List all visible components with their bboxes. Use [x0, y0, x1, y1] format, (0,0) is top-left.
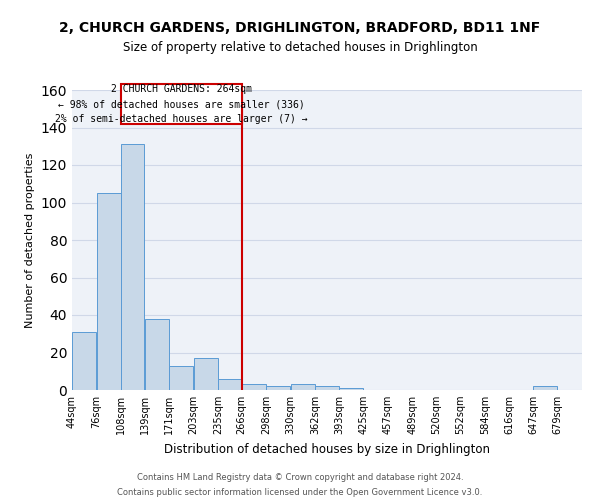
Bar	[266, 386, 290, 390]
Text: Contains public sector information licensed under the Open Government Licence v3: Contains public sector information licen…	[118, 488, 482, 497]
Text: Size of property relative to detached houses in Drighlington: Size of property relative to detached ho…	[122, 41, 478, 54]
Bar	[169, 366, 193, 390]
X-axis label: Distribution of detached houses by size in Drighlington: Distribution of detached houses by size …	[164, 442, 490, 456]
Y-axis label: Number of detached properties: Number of detached properties	[25, 152, 35, 328]
Text: 2, CHURCH GARDENS, DRIGHLINGTON, BRADFORD, BD11 1NF: 2, CHURCH GARDENS, DRIGHLINGTON, BRADFOR…	[59, 20, 541, 34]
Bar	[218, 379, 242, 390]
Bar	[121, 84, 242, 124]
Bar	[145, 319, 169, 390]
Bar	[194, 358, 218, 390]
Bar	[97, 193, 121, 390]
Bar	[316, 386, 338, 390]
Bar	[339, 388, 363, 390]
Bar	[291, 384, 315, 390]
Bar	[242, 384, 266, 390]
Bar	[72, 332, 96, 390]
Text: Contains HM Land Registry data © Crown copyright and database right 2024.: Contains HM Land Registry data © Crown c…	[137, 473, 463, 482]
Bar	[121, 144, 145, 390]
Bar	[533, 386, 557, 390]
Text: 2 CHURCH GARDENS: 264sqm
← 98% of detached houses are smaller (336)
2% of semi-d: 2 CHURCH GARDENS: 264sqm ← 98% of detach…	[55, 84, 308, 124]
